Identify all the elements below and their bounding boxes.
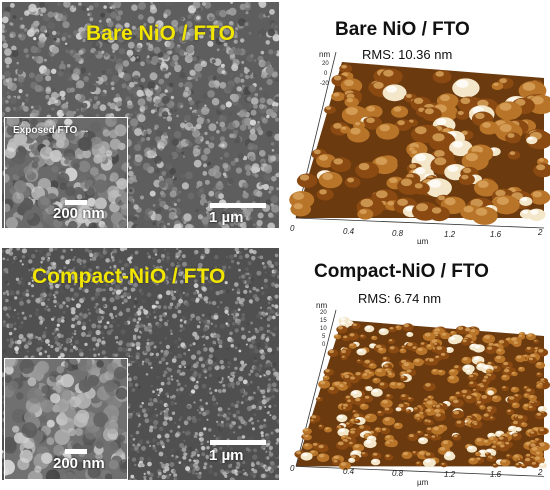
scale-label: 1 µm: [209, 447, 244, 464]
sem-title-compact-nio: Compact-NiO / FTO: [32, 265, 226, 288]
x-axis-unit: µm: [417, 237, 429, 244]
z-tick: 15: [320, 318, 327, 324]
sem-inset-bare-nio: Exposed FTO → 200 nm: [4, 117, 128, 228]
scale-label: 1 µm: [209, 209, 244, 226]
inset-texture: [5, 359, 127, 479]
z-tick: 20: [322, 61, 329, 67]
afm-surface: [289, 51, 550, 229]
inset-scale-label: 200 nm: [53, 205, 105, 222]
sem-image-bare-nio: Bare NiO / FTO Exposed FTO → 200 nm 1 µm: [2, 2, 279, 228]
inset-scale-bar: [65, 449, 87, 454]
x-tick: 0.4: [343, 467, 355, 476]
afm-title-compact-nio: Compact-NiO / FTO: [314, 261, 489, 282]
sem-inset-compact-nio: 200 nm: [4, 358, 128, 480]
afm-title-bare-nio: Bare NiO / FTO: [335, 19, 470, 40]
z-axis-unit: nm: [319, 50, 331, 59]
x-tick: 0.4: [343, 227, 355, 236]
x-axis-unit: µm: [417, 478, 429, 487]
z-axis-unit: nm: [316, 301, 328, 310]
z-tick: 0: [324, 71, 328, 77]
x-tick: 0: [290, 464, 295, 473]
scale-bar: [210, 440, 266, 445]
afm-surface: [294, 309, 550, 477]
sem-image-compact-nio: Compact-NiO / FTO 200 nm 1 µm: [2, 248, 279, 480]
inset-scale-bar: [65, 200, 87, 205]
z-tick: 0: [322, 342, 326, 348]
z-tick: 20: [320, 310, 327, 316]
inset-scale-label: 200 nm: [53, 455, 105, 472]
x-tick: 2: [538, 228, 543, 237]
z-tick: 10: [320, 326, 327, 332]
x-tick: 1.6: [490, 470, 502, 479]
x-tick: 1.2: [444, 470, 456, 479]
scale-bar: [210, 203, 266, 208]
x-tick: 1.6: [490, 230, 502, 239]
afm-image-bare-nio: Bare NiO / FTO RMS: 10.36 nm nm 20 0 -20…: [282, 0, 550, 244]
inset-label-exposed-fto: Exposed FTO →: [13, 125, 91, 136]
rms-value: RMS: 10.36 nm: [362, 47, 453, 62]
afm-image-compact-nio: Compact-NiO / FTO RMS: 6.74 nm nm 20 15 …: [282, 246, 550, 490]
x-tick: 0: [290, 224, 295, 233]
sem-texture: [2, 2, 279, 228]
x-tick: 1.2: [444, 230, 456, 239]
rms-value: RMS: 6.74 nm: [358, 291, 442, 306]
x-tick: 0.8: [392, 469, 404, 478]
inset-texture: [5, 118, 127, 228]
sem-title-bare-nio: Bare NiO / FTO: [86, 22, 235, 45]
z-tick: -20: [320, 81, 329, 87]
x-tick: 2: [538, 468, 543, 477]
z-tick: 5: [322, 334, 326, 340]
x-tick: 0.8: [392, 229, 404, 238]
